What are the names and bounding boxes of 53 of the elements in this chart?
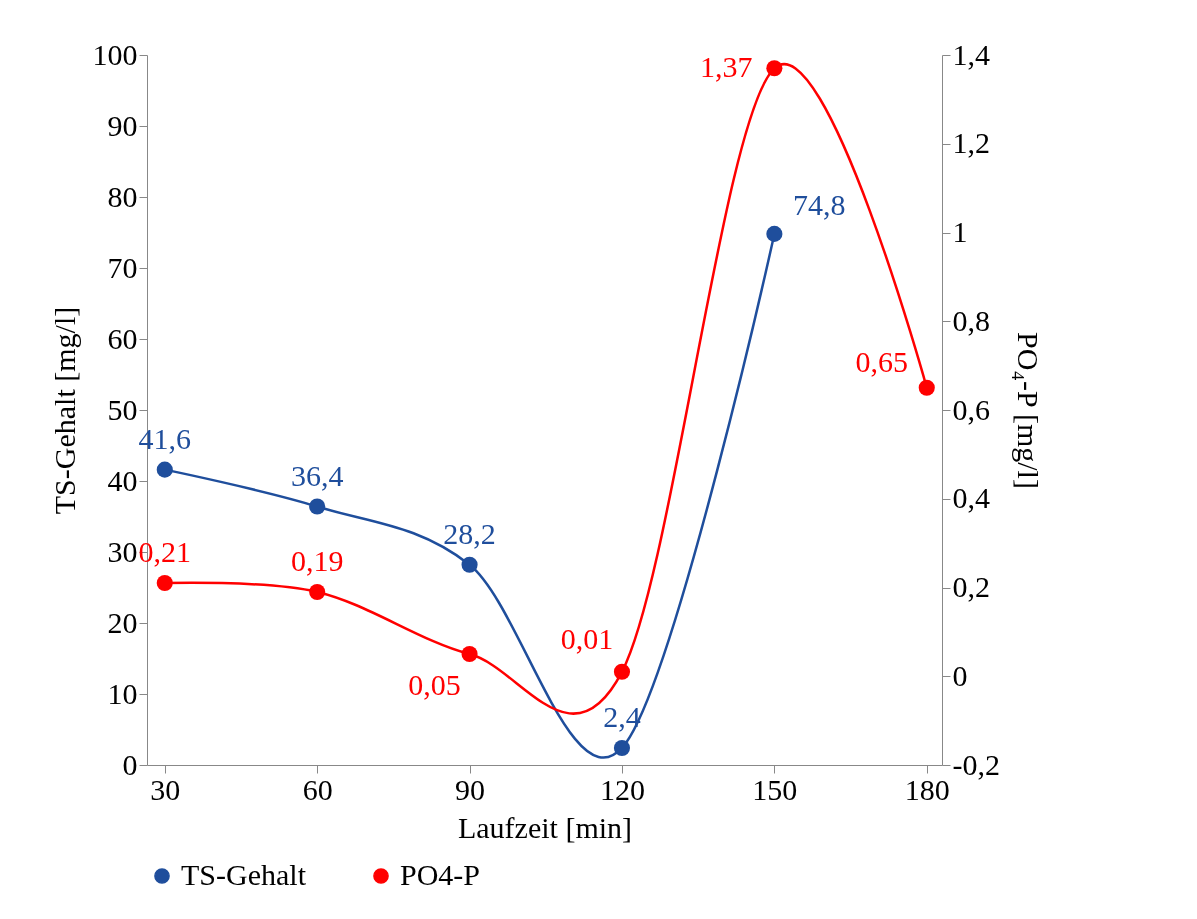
- x-tick-label: 60: [302, 772, 333, 806]
- data-label: 0,01: [560, 621, 614, 655]
- data-label: 0,65: [855, 344, 909, 378]
- y-tick-label: 90: [107, 108, 138, 142]
- data-label: 28,2: [443, 516, 496, 550]
- point: [461, 556, 478, 573]
- legend-label: PO4-P: [400, 858, 481, 891]
- point: [309, 583, 326, 600]
- point: [309, 498, 326, 515]
- point: [766, 60, 783, 77]
- y2-tick-label: 0,4: [952, 481, 990, 515]
- y2-tick-label: -0,2: [952, 747, 1000, 781]
- data-label: 0,19: [290, 543, 344, 577]
- data-label: 41,6: [138, 421, 192, 455]
- legend-label: TS-Gehalt: [181, 858, 307, 891]
- point: [613, 739, 631, 757]
- data-label: 2,4: [603, 699, 641, 733]
- data-label: 0,05: [408, 668, 461, 702]
- y2-tick-label: 1,4: [952, 37, 990, 71]
- point: [156, 575, 173, 592]
- y-tick-label: 40: [107, 463, 138, 497]
- point: [918, 379, 935, 396]
- x-tick-label: 150: [752, 772, 798, 806]
- y-tick-label: 10: [107, 676, 138, 710]
- y-tick-label: 80: [107, 179, 138, 213]
- point: [156, 461, 173, 478]
- point: [461, 646, 478, 663]
- y-tick-label: 0: [122, 747, 138, 781]
- y2-tick-label: 0,8: [952, 303, 990, 337]
- point: [613, 663, 631, 680]
- x-tick-label: 90: [455, 772, 486, 806]
- data-label: 74,8: [793, 187, 846, 221]
- y-tick-label: 100: [92, 37, 138, 71]
- y2-tick-label: 1: [952, 215, 968, 248]
- x-tick-label: 30: [150, 772, 181, 806]
- y-axis-title: TS-Gehalt [mg/l]: [47, 306, 81, 515]
- y2-tick-label: 1,2: [952, 126, 990, 160]
- x-tick-label: 120: [599, 772, 645, 806]
- y2-tick-label: 0,6: [952, 392, 990, 426]
- point: [766, 225, 783, 242]
- y-tick-label: 20: [107, 605, 138, 639]
- data-label: 36,4: [290, 458, 344, 492]
- y-tick-label: 50: [107, 392, 138, 426]
- data-label: 0,21: [138, 535, 192, 569]
- y-tick-label: 70: [107, 250, 138, 284]
- y-tick-label: 30: [107, 534, 138, 568]
- y2-tick-label: 0,2: [952, 570, 990, 603]
- data-label: 1,37: [700, 50, 753, 84]
- y-tick-label: 60: [107, 321, 138, 355]
- y2-axis-title: PO₄-P [mg/l]: [1011, 332, 1045, 489]
- x-tick-label: 180: [904, 772, 950, 806]
- x-axis-title: Laufzeit [min]: [457, 810, 633, 844]
- y2-tick-label: 0: [952, 658, 968, 692]
